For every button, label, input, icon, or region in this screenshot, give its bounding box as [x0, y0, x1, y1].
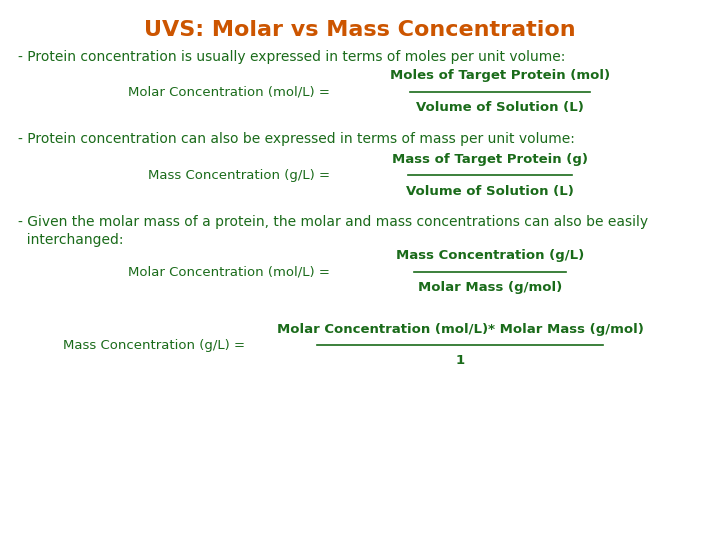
Text: Mass of Target Protein (g): Mass of Target Protein (g)	[392, 152, 588, 165]
Text: Mass Concentration (g/L): Mass Concentration (g/L)	[396, 249, 584, 262]
Text: Molar Concentration (mol/L) =: Molar Concentration (mol/L) =	[128, 266, 330, 279]
Text: Volume of Solution (L): Volume of Solution (L)	[416, 102, 584, 114]
Text: interchanged:: interchanged:	[18, 233, 124, 247]
Text: Volume of Solution (L): Volume of Solution (L)	[406, 185, 574, 198]
Text: Molar Concentration (mol/L) =: Molar Concentration (mol/L) =	[128, 85, 330, 98]
Text: 1: 1	[456, 354, 464, 368]
Text: Molar Concentration (mol/L)* Molar Mass (g/mol): Molar Concentration (mol/L)* Molar Mass …	[276, 322, 644, 335]
Text: - Given the molar mass of a protein, the molar and mass concentrations can also : - Given the molar mass of a protein, the…	[18, 215, 648, 229]
Text: - Protein concentration can also be expressed in terms of mass per unit volume:: - Protein concentration can also be expr…	[18, 132, 575, 146]
Text: Mass Concentration (g/L) =: Mass Concentration (g/L) =	[63, 339, 245, 352]
Text: Moles of Target Protein (mol): Moles of Target Protein (mol)	[390, 70, 610, 83]
Text: Mass Concentration (g/L) =: Mass Concentration (g/L) =	[148, 168, 330, 181]
Text: - Protein concentration is usually expressed in terms of moles per unit volume:: - Protein concentration is usually expre…	[18, 50, 565, 64]
Text: Molar Mass (g/mol): Molar Mass (g/mol)	[418, 281, 562, 294]
Text: UVS: Molar vs Mass Concentration: UVS: Molar vs Mass Concentration	[144, 20, 576, 40]
